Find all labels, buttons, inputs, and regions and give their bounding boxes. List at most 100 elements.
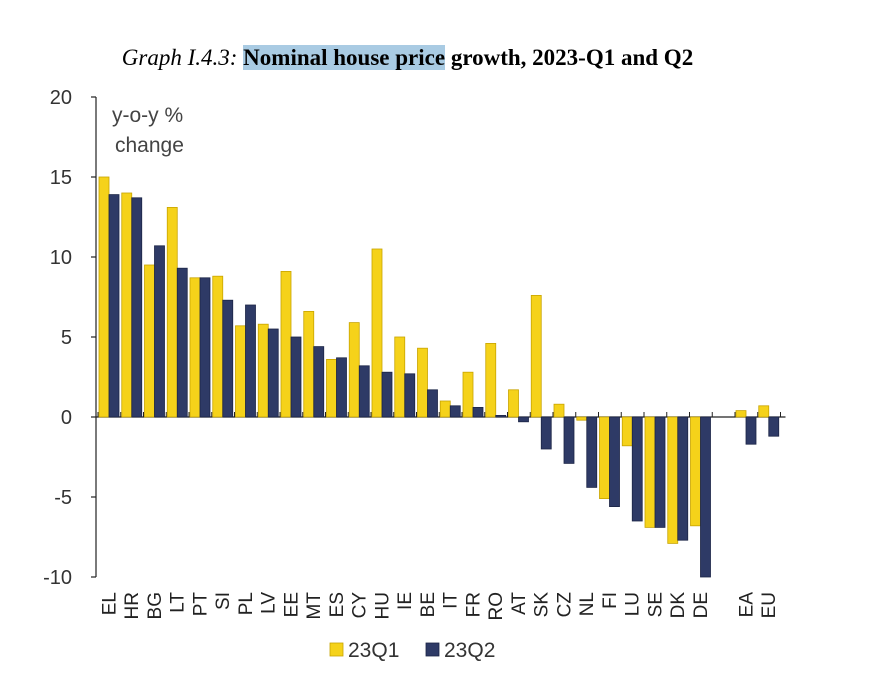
x-category-label: FR bbox=[463, 592, 484, 617]
bar-23q2 bbox=[449, 405, 461, 418]
x-category-label: LT bbox=[168, 592, 189, 613]
x-category-label: AT bbox=[509, 592, 530, 615]
bar-23q2 bbox=[154, 245, 165, 418]
bar-23q1 bbox=[644, 416, 656, 528]
x-category-label: DE bbox=[691, 592, 712, 618]
y-axis-unit-label: y-o-y % change bbox=[112, 104, 184, 157]
bar-23q2 bbox=[427, 389, 438, 418]
x-category-label: HR bbox=[122, 592, 143, 619]
y-axis-unit-line: change bbox=[115, 134, 184, 157]
x-category-label: SI bbox=[213, 592, 234, 610]
bar-23q1 bbox=[212, 275, 224, 418]
bar-23q1 bbox=[667, 416, 679, 544]
bar-23q1 bbox=[257, 323, 269, 418]
x-category-label: MT bbox=[304, 592, 325, 620]
bar-23q2 bbox=[677, 416, 689, 541]
bar-23q1 bbox=[508, 389, 519, 418]
x-category-label: EE bbox=[281, 592, 302, 617]
bar-23q2 bbox=[540, 416, 552, 450]
bar-23q1 bbox=[394, 336, 406, 418]
bar-23q1 bbox=[439, 400, 451, 418]
y-axis-unit-line: y-o-y % bbox=[112, 104, 183, 127]
bar-23q2 bbox=[654, 416, 666, 528]
bar-23q1 bbox=[348, 322, 360, 418]
x-category-label: BG bbox=[145, 592, 166, 619]
y-axis: 20 15 10 5 0 -5 -10 bbox=[43, 87, 97, 589]
bar-23q2 bbox=[745, 416, 757, 445]
bar-23q1 bbox=[599, 416, 610, 499]
bar-23q2 bbox=[290, 336, 302, 418]
bar-23q1 bbox=[553, 403, 565, 418]
x-category-label: EL bbox=[99, 592, 120, 615]
bar-23q1 bbox=[371, 248, 383, 418]
bar-23q1 bbox=[621, 416, 633, 447]
bar-23q1 bbox=[326, 358, 337, 418]
bar-23q2 bbox=[631, 416, 643, 522]
bar-23q2 bbox=[336, 357, 347, 418]
bar-23q1 bbox=[462, 371, 474, 418]
bar-23q2 bbox=[313, 346, 325, 418]
bar-23q2 bbox=[131, 197, 143, 418]
bar-23q2 bbox=[495, 414, 507, 418]
x-category-label: DK bbox=[668, 592, 689, 619]
y-tick-label: 10 bbox=[50, 247, 72, 269]
x-category-label: IE bbox=[395, 592, 416, 610]
legend-swatch bbox=[329, 642, 344, 657]
x-category-label: RO bbox=[486, 592, 507, 621]
bar-23q2 bbox=[563, 416, 575, 464]
y-tick-label: 15 bbox=[50, 167, 72, 189]
bar-23q1 bbox=[485, 342, 497, 418]
x-category-label: PT bbox=[190, 592, 211, 617]
bar-23q1 bbox=[530, 294, 542, 418]
y-tick-label: 20 bbox=[50, 87, 72, 109]
bar-23q1 bbox=[735, 410, 747, 418]
legend: 23Q1 23Q2 bbox=[329, 639, 495, 662]
bars bbox=[98, 176, 780, 578]
bar-23q2 bbox=[222, 299, 234, 418]
x-category-label: CZ bbox=[554, 592, 575, 618]
bar-23q2 bbox=[176, 267, 188, 418]
category-labels: EL HR BG LT PT SI PL LV EE MT ES CY HU IE BE IT FR RO AT SK… bbox=[99, 592, 780, 621]
bar-23q2 bbox=[404, 373, 416, 418]
legend-label: 23Q2 bbox=[444, 639, 495, 662]
bar-23q2 bbox=[108, 194, 120, 418]
bar-23q1 bbox=[189, 277, 201, 418]
bar-23q2 bbox=[518, 416, 529, 423]
x-category-label: LU bbox=[623, 592, 644, 616]
x-category-label: IT bbox=[441, 592, 462, 609]
bar-23q1 bbox=[121, 192, 133, 418]
bar-23q2 bbox=[358, 365, 370, 418]
bar-23q2 bbox=[586, 416, 598, 488]
bar-23q1 bbox=[144, 264, 155, 418]
bar-23q1 bbox=[235, 325, 246, 418]
y-tick-label: -5 bbox=[54, 487, 72, 509]
bar-23q2 bbox=[267, 328, 279, 418]
y-tick-label: -10 bbox=[43, 567, 72, 589]
bar-23q1 bbox=[576, 416, 588, 421]
x-category-label: ES bbox=[327, 592, 348, 617]
bar-23q2 bbox=[700, 416, 711, 578]
bar-23q2 bbox=[199, 277, 211, 418]
bar-23q1 bbox=[758, 405, 770, 418]
bar-23q1 bbox=[417, 347, 428, 418]
legend-label: 23Q1 bbox=[348, 639, 399, 662]
bar-23q1 bbox=[690, 416, 701, 527]
bar-23q2 bbox=[381, 371, 393, 418]
x-category-label: EA bbox=[736, 592, 757, 618]
bar-23q2 bbox=[768, 416, 780, 437]
x-category-label: BE bbox=[418, 592, 439, 617]
bar-23q2 bbox=[609, 416, 620, 507]
bar-23q1 bbox=[98, 176, 110, 418]
x-category-label: EU bbox=[759, 592, 780, 618]
bar-23q2 bbox=[245, 304, 256, 418]
chart-title-highlighted: Nominal house price bbox=[243, 45, 446, 70]
y-tick-label: 0 bbox=[61, 407, 72, 429]
bar-23q1 bbox=[303, 310, 315, 418]
chart-title-prefix: Graph I.4.3: bbox=[121, 45, 238, 70]
bar-23q1 bbox=[280, 270, 292, 418]
chart-title-rest: growth, 2023-Q1 and Q2 bbox=[450, 45, 694, 70]
x-category-label: NL bbox=[577, 592, 598, 616]
x-category-label: CY bbox=[350, 592, 371, 619]
chart-title: Graph I.4.3: Nominal house price growth,… bbox=[0, 44, 815, 72]
